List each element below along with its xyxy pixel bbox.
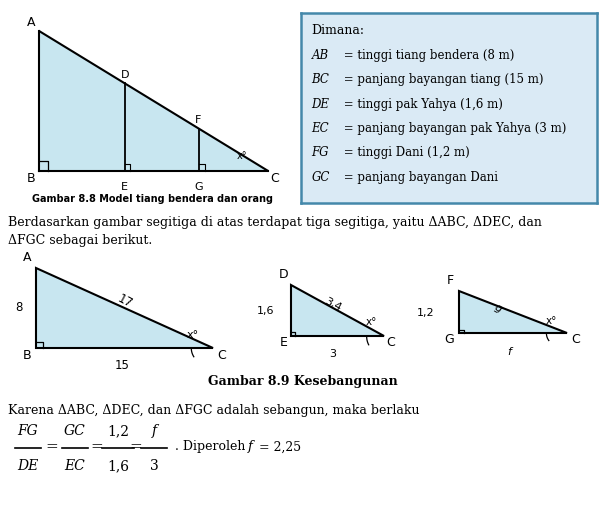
Text: D: D: [121, 70, 129, 80]
Text: B: B: [26, 171, 35, 185]
Text: C: C: [217, 349, 226, 362]
Text: = panjang bayangan Dani: = panjang bayangan Dani: [339, 170, 498, 184]
Text: 3: 3: [149, 459, 159, 473]
Text: DE: DE: [312, 98, 330, 110]
Text: Karena ΔABC, ΔDEC, dan ΔFGC adalah sebangun, maka berlaku: Karena ΔABC, ΔDEC, dan ΔFGC adalah seban…: [8, 404, 419, 417]
Polygon shape: [459, 291, 566, 333]
Text: 17: 17: [116, 293, 135, 311]
Text: EC: EC: [312, 122, 329, 135]
Text: F: F: [447, 274, 454, 287]
Text: = tinggi tiang bendera (8 m): = tinggi tiang bendera (8 m): [339, 49, 514, 62]
Text: ΔFGC sebagai berikut.: ΔFGC sebagai berikut.: [8, 234, 152, 247]
Text: AB: AB: [312, 49, 329, 62]
Text: F: F: [195, 116, 201, 125]
Text: C: C: [387, 336, 396, 349]
Text: 1,6: 1,6: [107, 459, 129, 473]
Text: =: =: [45, 440, 58, 454]
Text: =: =: [90, 440, 103, 454]
Polygon shape: [36, 267, 212, 348]
Text: DE: DE: [18, 459, 39, 473]
Text: G: G: [195, 182, 203, 192]
Text: BC: BC: [312, 73, 330, 86]
Text: FG: FG: [18, 424, 38, 438]
Text: Gambar 8.9 Kesebangunan: Gambar 8.9 Kesebangunan: [208, 375, 397, 388]
Text: 1,6: 1,6: [257, 306, 274, 316]
Text: FG: FG: [312, 146, 329, 159]
Text: Berdasarkan gambar segitiga di atas terdapat tiga segitiga, yaitu ΔABC, ΔDEC, da: Berdasarkan gambar segitiga di atas terd…: [8, 216, 542, 229]
Polygon shape: [291, 285, 384, 336]
Text: GC: GC: [312, 170, 330, 184]
Text: A: A: [27, 17, 35, 29]
Text: x°: x°: [237, 151, 247, 161]
Text: C: C: [270, 171, 280, 185]
Text: x°: x°: [546, 316, 557, 326]
Text: g: g: [492, 302, 503, 314]
Text: E: E: [280, 336, 288, 349]
Text: 3: 3: [329, 349, 336, 359]
Text: = tinggi Dani (1,2 m): = tinggi Dani (1,2 m): [339, 146, 469, 159]
Text: D: D: [278, 268, 288, 281]
Text: 8: 8: [15, 301, 23, 314]
Text: x°: x°: [366, 317, 377, 328]
Text: f: f: [507, 347, 511, 357]
Text: = panjang bayangan tiang (15 m): = panjang bayangan tiang (15 m): [339, 73, 543, 86]
Text: = panjang bayangan pak Yahya (3 m): = panjang bayangan pak Yahya (3 m): [339, 122, 566, 135]
Text: GC: GC: [64, 424, 86, 438]
Text: f: f: [151, 424, 157, 438]
Text: Dimana:: Dimana:: [312, 24, 365, 37]
Text: f: f: [248, 440, 253, 454]
Text: . Diperoleh: . Diperoleh: [175, 440, 249, 454]
Text: EC: EC: [65, 459, 85, 473]
Polygon shape: [39, 31, 267, 171]
Text: E: E: [121, 182, 128, 192]
Text: = tinggi pak Yahya (1,6 m): = tinggi pak Yahya (1,6 m): [339, 98, 503, 110]
Text: C: C: [571, 333, 580, 346]
Text: = 2,25: = 2,25: [255, 440, 301, 454]
Text: G: G: [444, 333, 454, 346]
Text: B: B: [23, 349, 31, 362]
Text: =: =: [129, 440, 142, 454]
Text: x°: x°: [186, 330, 198, 340]
Text: 15: 15: [114, 359, 129, 373]
Text: 3,4: 3,4: [322, 296, 343, 313]
Text: A: A: [23, 251, 31, 265]
Text: Gambar 8.8 Model tiang bendera dan orang: Gambar 8.8 Model tiang bendera dan orang: [32, 194, 273, 204]
Text: 1,2: 1,2: [107, 424, 129, 438]
Text: 1,2: 1,2: [417, 308, 435, 318]
